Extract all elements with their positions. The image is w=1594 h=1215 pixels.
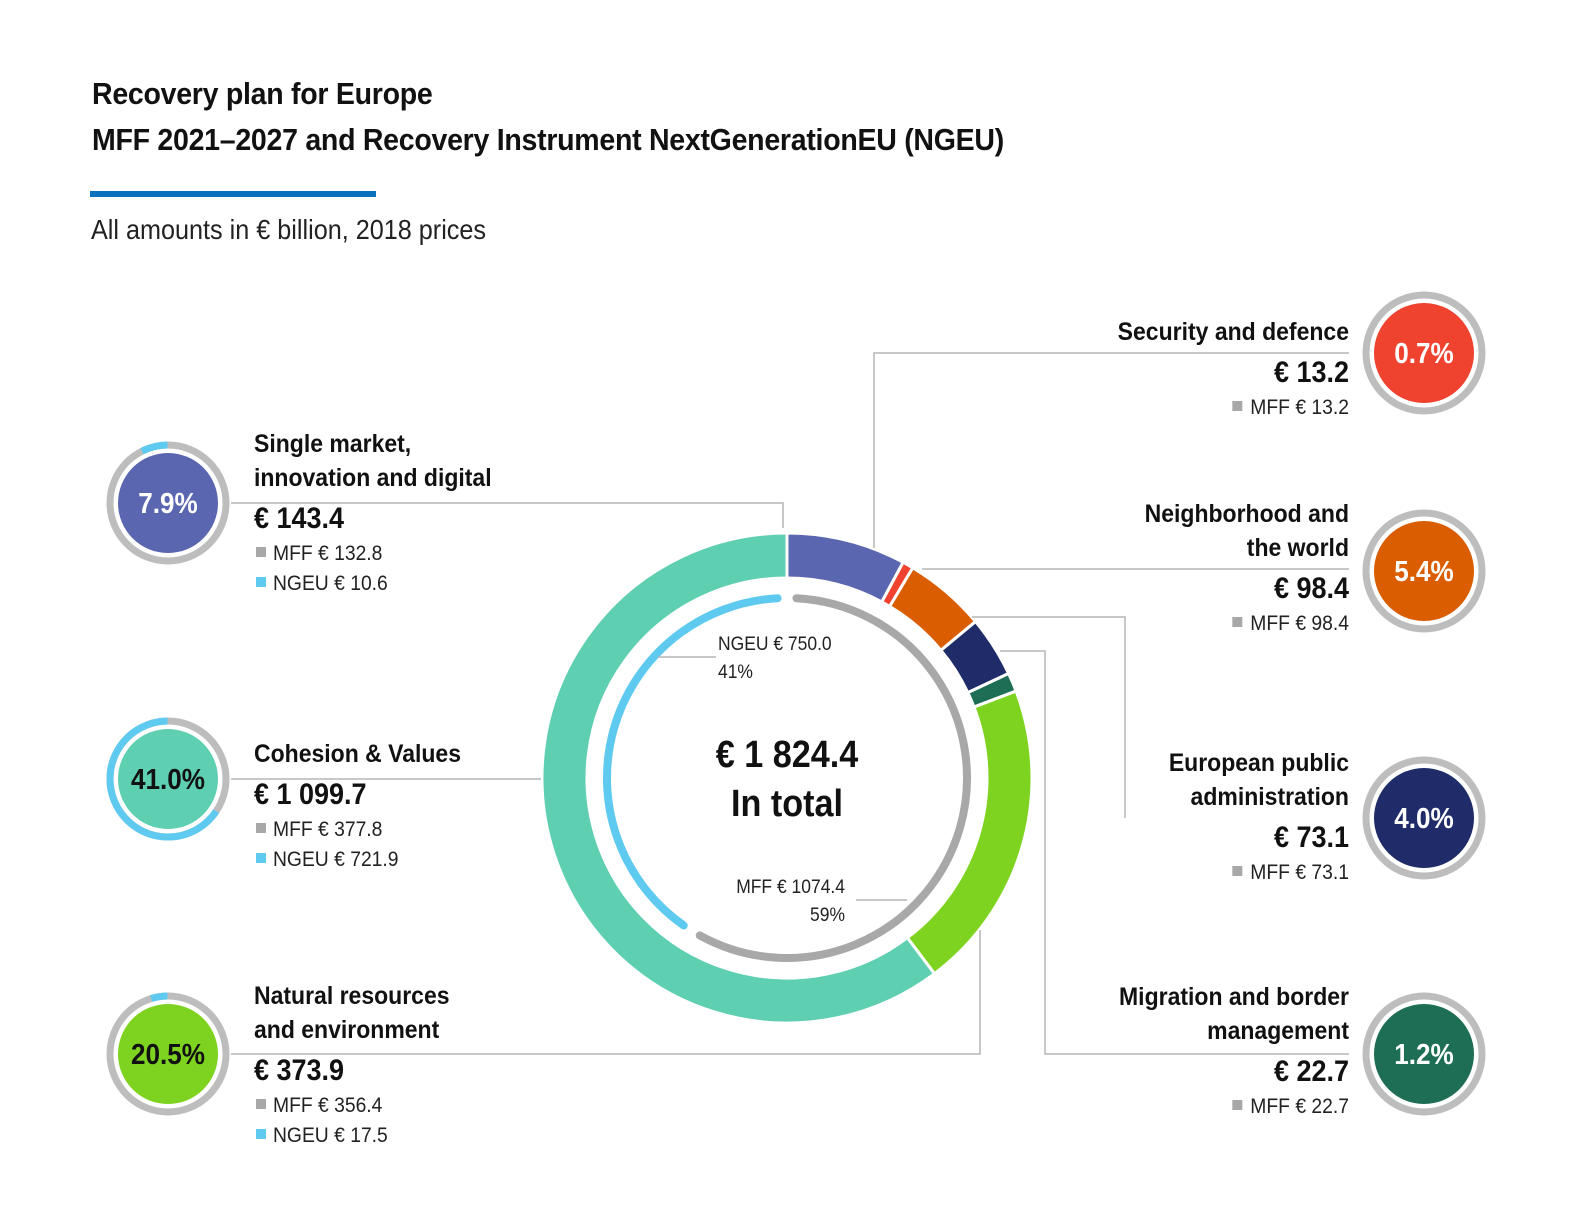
disc-neighborhood-world [1374,521,1474,621]
category-title-single-market: Single market, [254,430,411,458]
chart-title: Recovery plan for Europe [92,76,433,111]
leader-line-security-defence [873,352,1349,548]
inner-ring-ngeu [603,594,782,930]
legend-swatch-ngeu [256,853,266,863]
category-title-security-defence: Security and defence [1118,318,1349,346]
pct-label-migration-border: 1.2% [1394,1038,1453,1071]
legend-swatch-ngeu [256,1129,266,1139]
ring-public-administration [1362,756,1486,880]
legend-ngeu-cohesion-values: NGEU € 721.9 [273,848,399,871]
ring-single-market [106,441,230,565]
category-total-neighborhood-world: € 98.4 [1274,572,1349,606]
legend-swatch-ngeu [256,577,266,587]
pct-label-cohesion-values: 41.0% [131,763,205,796]
legend-mff-security-defence: MFF € 13.2 [1250,396,1349,419]
category-total-security-defence: € 13.2 [1274,356,1349,390]
leader-line-single-market [231,502,784,528]
disc-public-administration [1374,768,1474,868]
center-total-label: In total [731,781,843,824]
legend-ngeu-natural-resources: NGEU € 17.5 [273,1124,388,1147]
legend-ngeu-single-market: NGEU € 10.6 [273,572,388,595]
legend-swatch-mff [256,823,266,833]
category-title-migration-border: Migration and border [1119,983,1349,1011]
category-total-cohesion-values: € 1 099.7 [254,778,367,812]
legend-swatch-mff [256,1099,266,1109]
ngeu-pct-label: 41% [718,660,753,682]
ngeu-total-label: NGEU € 750.0 [718,632,832,654]
center-total-value: € 1 824.4 [716,732,859,775]
ring-ngeu-share-single-market [140,441,168,455]
ring-ngeu-share-cohesion-values [106,717,220,841]
legend-mff-cohesion-values: MFF € 377.8 [273,818,382,841]
pct-label-natural-resources: 20.5% [131,1038,205,1071]
category-title-public-administration: administration [1191,783,1349,811]
donut-segment-cohesion-values [540,531,936,1025]
legend-swatch-mff [1232,1100,1243,1110]
category-title-public-administration: European public [1169,749,1349,777]
category-total-single-market: € 143.4 [254,502,344,536]
category-title-neighborhood-world: the world [1247,534,1349,562]
donut-segment-natural-resources [905,689,1034,976]
title-accent-bar [90,191,376,197]
mff-pct-label: 59% [810,903,845,925]
ring-security-defence [1362,291,1486,415]
ring-ngeu-share-natural-resources [150,992,168,1002]
ring-natural-resources [106,992,230,1116]
category-title-natural-resources: and environment [254,1016,439,1044]
mff-total-label: MFF € 1074.4 [736,875,845,897]
disc-single-market [118,453,218,553]
leader-line-natural-resources [231,930,981,1055]
legend-mff-natural-resources: MFF € 356.4 [273,1094,382,1117]
legend-mff-single-market: MFF € 132.8 [273,542,382,565]
chart-subtitle: All amounts in € billion, 2018 prices [91,214,487,245]
category-total-migration-border: € 22.7 [1274,1055,1349,1089]
legend-mff-neighborhood-world: MFF € 98.4 [1250,612,1349,635]
pct-label-public-administration: 4.0% [1394,802,1453,835]
category-title-neighborhood-world: Neighborhood and [1145,500,1349,528]
legend-mff-migration-border: MFF € 22.7 [1250,1095,1349,1118]
leader-line-public-administration [972,616,1126,818]
leader-line-migration-border [1000,650,1349,1055]
legend-mff-public-administration: MFF € 73.1 [1250,861,1349,884]
pct-label-neighborhood-world: 5.4% [1394,555,1453,588]
legend-swatch-mff [1232,617,1243,627]
legend-swatch-mff [256,547,266,557]
category-title-cohesion-values: Cohesion & Values [254,740,461,768]
pct-label-security-defence: 0.7% [1394,337,1453,370]
category-total-natural-resources: € 373.9 [254,1054,344,1088]
disc-migration-border [1374,1004,1474,1104]
ring-neighborhood-world [1362,509,1486,633]
legend-swatch-mff [1232,401,1243,411]
inner-ring-mff [695,594,971,962]
chart-title-line-2: MFF 2021–2027 and Recovery Instrument Ne… [92,122,1004,157]
category-total-public-administration: € 73.1 [1274,821,1349,855]
category-title-single-market: innovation and digital [254,464,492,492]
disc-natural-resources [118,1004,218,1104]
legend-swatch-mff [1232,866,1243,876]
disc-security-defence [1374,303,1474,403]
pct-label-single-market: 7.9% [138,487,197,520]
category-title-natural-resources: Natural resources [254,982,450,1010]
ring-migration-border [1362,992,1486,1116]
disc-cohesion-values [118,729,218,829]
category-title-migration-border: management [1207,1017,1349,1045]
